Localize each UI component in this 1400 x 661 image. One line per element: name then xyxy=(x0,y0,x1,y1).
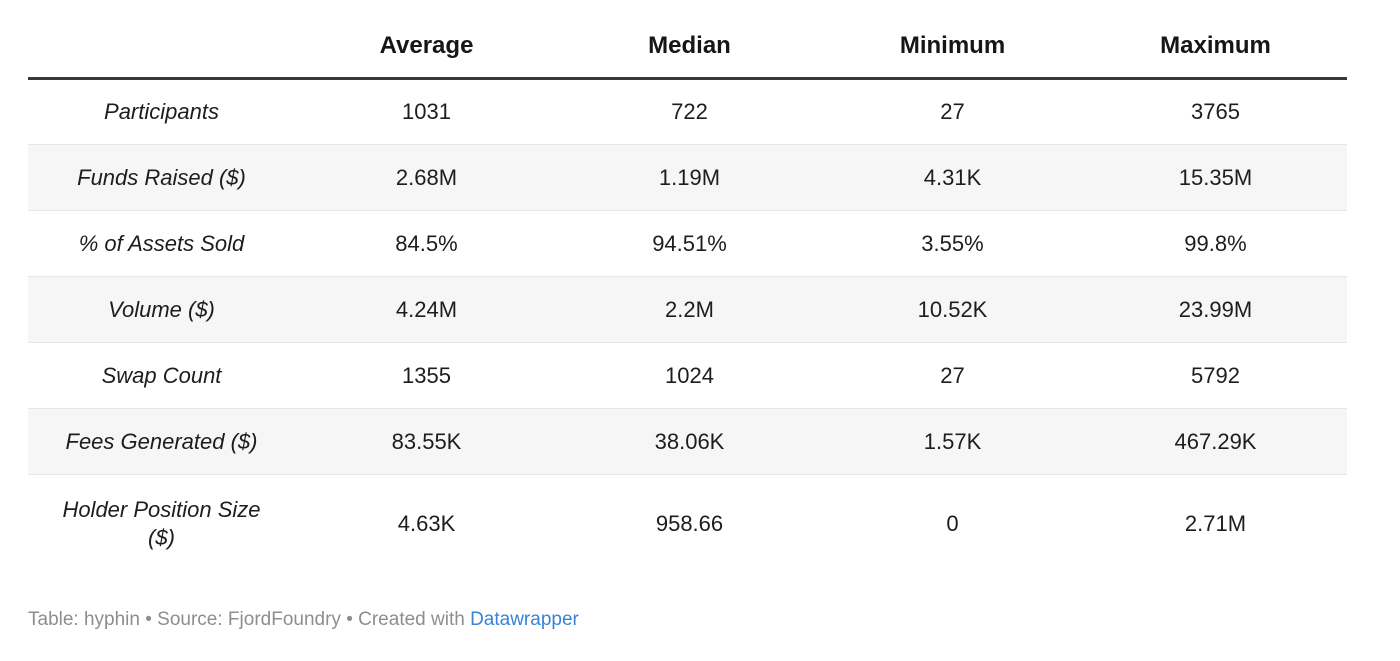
cell-value: 4.63K xyxy=(295,474,558,574)
cell-value: 467.29K xyxy=(1084,408,1347,475)
datawrapper-link[interactable]: Datawrapper xyxy=(470,608,579,630)
cell-value: 2.71M xyxy=(1084,474,1347,574)
column-header-median: Median xyxy=(558,20,821,80)
table-header: Average Median Minimum Maximum xyxy=(28,20,1347,80)
cell-value: 1024 xyxy=(558,342,821,409)
row-label: % of Assets Sold xyxy=(28,210,295,277)
attribution: Table: hyphin • Source: FjordFoundry • C… xyxy=(28,608,1400,632)
row-label: Funds Raised ($) xyxy=(28,144,295,211)
cell-value: 2.68M xyxy=(295,144,558,211)
row-label: Volume ($) xyxy=(28,276,295,343)
attribution-text: Table: hyphin • Source: FjordFoundry • C… xyxy=(28,608,471,630)
stats-table: Average Median Minimum Maximum Participa… xyxy=(28,20,1347,574)
column-header-average: Average xyxy=(295,20,558,80)
column-header-empty xyxy=(28,20,295,80)
table-row-participants: Participants 1031 722 27 3765 xyxy=(28,78,1347,145)
cell-value: 3.55% xyxy=(821,210,1084,277)
table-row-fees-generated: Fees Generated ($) 83.55K 38.06K 1.57K 4… xyxy=(28,408,1347,475)
cell-value: 38.06K xyxy=(558,408,821,475)
cell-value: 1355 xyxy=(295,342,558,409)
cell-value: 27 xyxy=(821,78,1084,145)
cell-value: 1.19M xyxy=(558,144,821,211)
cell-value: 722 xyxy=(558,78,821,145)
cell-value: 958.66 xyxy=(558,474,821,574)
column-header-maximum: Maximum xyxy=(1084,20,1347,80)
cell-value: 5792 xyxy=(1084,342,1347,409)
row-label: Holder Position Size ($) xyxy=(28,474,295,574)
row-label: Fees Generated ($) xyxy=(28,408,295,475)
cell-value: 4.31K xyxy=(821,144,1084,211)
cell-value: 1.57K xyxy=(821,408,1084,475)
cell-value: 10.52K xyxy=(821,276,1084,343)
table-row-assets-sold: % of Assets Sold 84.5% 94.51% 3.55% 99.8… xyxy=(28,210,1347,277)
cell-value: 0 xyxy=(821,474,1084,574)
cell-value: 83.55K xyxy=(295,408,558,475)
table-container: Average Median Minimum Maximum Participa… xyxy=(28,20,1400,632)
cell-value: 27 xyxy=(821,342,1084,409)
table-row-volume: Volume ($) 4.24M 2.2M 10.52K 23.99M xyxy=(28,276,1347,343)
cell-value: 23.99M xyxy=(1084,276,1347,343)
table-row-holder-position-size: Holder Position Size ($) 4.63K 958.66 0 … xyxy=(28,474,1347,574)
cell-value: 94.51% xyxy=(558,210,821,277)
cell-value: 1031 xyxy=(295,78,558,145)
table-row-swap-count: Swap Count 1355 1024 27 5792 xyxy=(28,342,1347,409)
row-label: Participants xyxy=(28,78,295,145)
cell-value: 99.8% xyxy=(1084,210,1347,277)
table-row-funds-raised: Funds Raised ($) 2.68M 1.19M 4.31K 15.35… xyxy=(28,144,1347,211)
cell-value: 15.35M xyxy=(1084,144,1347,211)
cell-value: 4.24M xyxy=(295,276,558,343)
cell-value: 2.2M xyxy=(558,276,821,343)
table-body: Participants 1031 722 27 3765 Funds Rais… xyxy=(28,78,1347,574)
column-header-minimum: Minimum xyxy=(821,20,1084,80)
cell-value: 84.5% xyxy=(295,210,558,277)
cell-value: 3765 xyxy=(1084,78,1347,145)
header-row: Average Median Minimum Maximum xyxy=(28,20,1347,80)
row-label: Swap Count xyxy=(28,342,295,409)
